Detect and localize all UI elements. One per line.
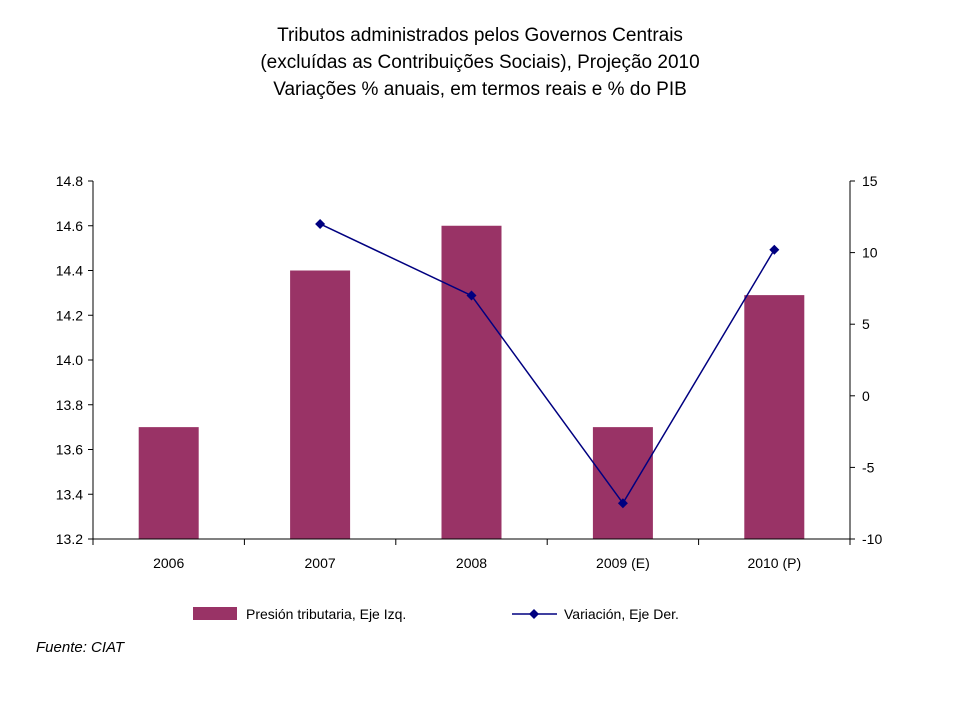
x-tick-label: 2008 — [456, 555, 487, 571]
right-tick-label: 10 — [862, 245, 878, 261]
bar-2009-e — [592, 427, 653, 539]
left-tick-label: 14.2 — [56, 307, 83, 323]
legend-label-bar: Presión tributaria, Eje Izq. — [246, 606, 406, 622]
bar-2010-p — [744, 295, 805, 539]
right-tick-label: 5 — [862, 316, 870, 332]
left-tick-label: 14.0 — [56, 352, 83, 368]
chart-title-line-3: Variações % anuais, em termos reais e % … — [273, 79, 687, 100]
variation-marker — [466, 290, 477, 301]
bar-2006 — [138, 427, 199, 539]
left-tick-label: 13.2 — [56, 531, 83, 547]
right-tick-label: -10 — [862, 531, 882, 547]
right-tick-label: 15 — [862, 173, 878, 189]
variation-marker — [617, 498, 628, 509]
left-tick-label: 14.4 — [56, 263, 83, 279]
left-tick-label: 13.6 — [56, 442, 83, 458]
chart-title-line-2: (excluídas as Contribuições Sociais), Pr… — [260, 52, 700, 73]
right-tick-label: 0 — [862, 388, 870, 404]
x-tick-label: 2010 (P) — [747, 555, 801, 571]
x-tick-label: 2006 — [153, 555, 184, 571]
legend-swatch-bar — [193, 607, 237, 620]
left-tick-label: 14.8 — [56, 173, 83, 189]
variation-marker — [315, 218, 326, 229]
variation-line — [319, 223, 775, 505]
bar-2007 — [290, 270, 351, 539]
chart-title-line-1: Tributos administrados pelos Governos Ce… — [277, 25, 683, 46]
x-tick-label: 2007 — [305, 555, 336, 571]
left-tick-label: 13.4 — [56, 486, 83, 502]
x-tick-label: 2009 (E) — [596, 555, 650, 571]
source-note: Fuente: CIAT — [36, 639, 125, 656]
left-tick-label: 13.8 — [56, 397, 83, 413]
legend-marker-line — [529, 609, 539, 619]
variation-marker — [769, 244, 780, 255]
left-tick-label: 14.6 — [56, 218, 83, 234]
chart-title: Tributos administrados pelos Governos Ce… — [0, 22, 960, 103]
legend-label-line: Variación, Eje Der. — [564, 606, 679, 622]
bar-2008 — [441, 225, 502, 539]
right-tick-label: -5 — [862, 459, 875, 475]
